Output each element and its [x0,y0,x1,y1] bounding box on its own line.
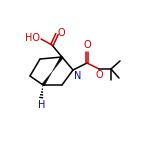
Text: O: O [58,28,66,38]
Polygon shape [52,56,63,72]
Text: O: O [83,40,91,50]
Polygon shape [42,72,52,86]
Text: O: O [95,70,103,80]
Text: N: N [74,71,81,81]
Text: HO: HO [25,33,40,43]
Text: H: H [38,100,46,110]
